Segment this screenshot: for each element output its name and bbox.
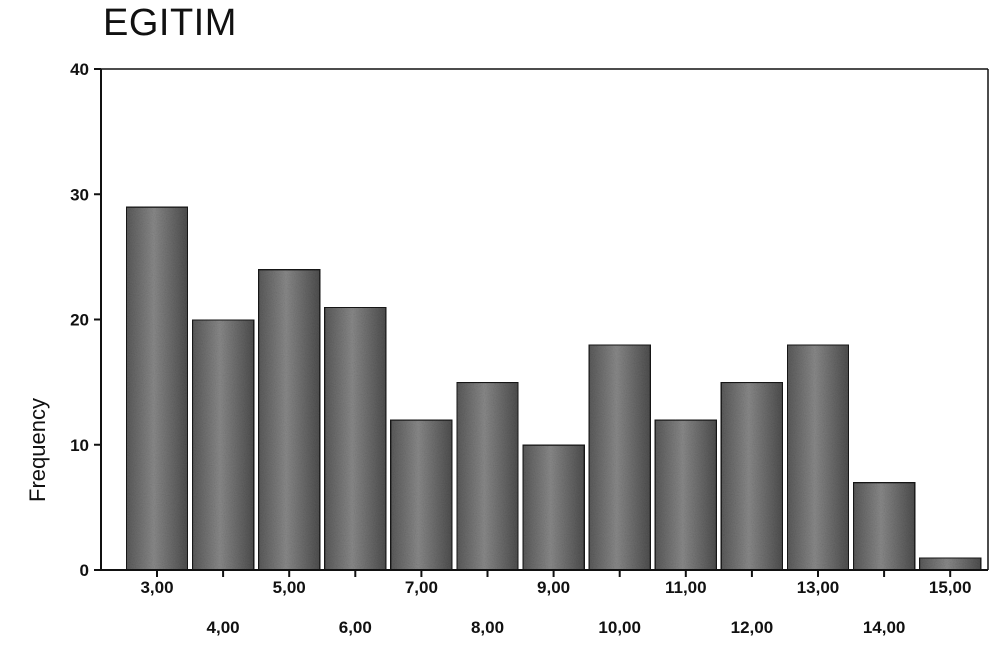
x-tick-label-15,00: 15,00: [929, 578, 972, 597]
y-axis-title: Frequency: [25, 398, 50, 502]
bar-13,00: [786, 343, 850, 571]
bar-8,00: [455, 381, 520, 571]
bar-4,00: [191, 318, 256, 571]
y-tick-label-30: 30: [70, 185, 89, 204]
bar-11,00: [653, 418, 718, 572]
bar-6,00: [323, 306, 388, 571]
x-tick-label-11,00: 11,00: [665, 578, 707, 597]
axes-group: [100, 68, 989, 571]
bar-5,00: [257, 268, 322, 571]
bar-7,00: [389, 418, 454, 572]
x-tick-label-13,00: 13,00: [797, 578, 840, 597]
x-tick-label-3,00: 3,00: [140, 578, 173, 597]
y-ticks-group: 0 10 20 30 40: [70, 60, 101, 580]
bar-12,00: [719, 381, 784, 571]
chart-title: EGITIM: [103, 2, 237, 44]
x-tick-label-9,00: 9,00: [537, 578, 570, 597]
x-tick-label-4,00: 4,00: [207, 618, 240, 637]
x-tick-label-12,00: 12,00: [731, 618, 774, 637]
bar-10,00: [587, 343, 652, 571]
bar-9,00: [521, 443, 586, 572]
y-tick-label-10: 10: [70, 436, 89, 455]
x-tick-label-6,00: 6,00: [339, 618, 372, 637]
x-ticks-group: 3,00 4,00 5,00 6,00 7,00 8,00 9,00 10,00 11,00 12…: [140, 570, 971, 637]
x-tick-label-8,00: 8,00: [471, 618, 504, 637]
y-tick-label-40: 40: [70, 60, 89, 79]
y-tick-label-20: 20: [70, 311, 89, 330]
x-tick-label-7,00: 7,00: [405, 578, 438, 597]
bars-group: [125, 205, 983, 572]
y-tick-label-0: 0: [80, 561, 89, 580]
bar-14,00: [852, 481, 917, 571]
x-tick-label-14,00: 14,00: [863, 618, 906, 637]
bar-15,00: [918, 556, 983, 571]
x-tick-label-10,00: 10,00: [598, 618, 641, 637]
x-tick-label-5,00: 5,00: [273, 578, 306, 597]
bar-3,00: [125, 205, 189, 572]
